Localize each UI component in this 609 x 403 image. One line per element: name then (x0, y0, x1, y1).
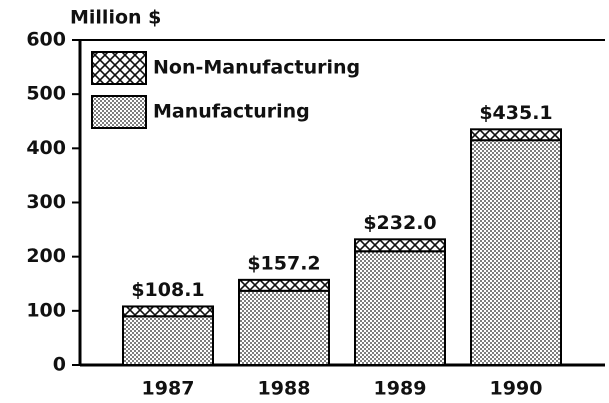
y-tick-label: 200 (26, 245, 66, 267)
legend-swatch (91, 51, 147, 85)
bar-segment (122, 305, 214, 318)
bar-segment (354, 250, 446, 366)
x-tick-label: 1988 (258, 378, 311, 400)
bar-segment (238, 289, 330, 366)
legend-swatch (91, 95, 147, 129)
total-label: $108.1 (131, 279, 204, 301)
legend-label: Non-Manufacturing (153, 57, 360, 79)
y-tick-label: 400 (26, 137, 66, 159)
x-tick-label: 1987 (142, 378, 195, 400)
y-tick-label: 0 (53, 354, 66, 376)
y-tick-label: 600 (26, 29, 66, 51)
bar-segment (470, 128, 562, 142)
legend-label: Manufacturing (153, 101, 310, 123)
x-tick-label: 1990 (490, 378, 543, 400)
bar-segment (354, 238, 446, 253)
bar-segment (238, 278, 330, 292)
y-tick-label: 300 (26, 191, 66, 213)
total-label: $232.0 (363, 212, 436, 234)
y-axis-label: Million $ (70, 7, 161, 29)
total-label: $157.2 (247, 252, 320, 274)
bar-segment (470, 139, 562, 366)
total-label: $435.1 (479, 102, 552, 124)
y-tick-label: 100 (26, 299, 66, 321)
y-tick-label: 500 (26, 83, 66, 105)
bar-segment (122, 315, 214, 366)
x-tick-label: 1989 (374, 378, 427, 400)
